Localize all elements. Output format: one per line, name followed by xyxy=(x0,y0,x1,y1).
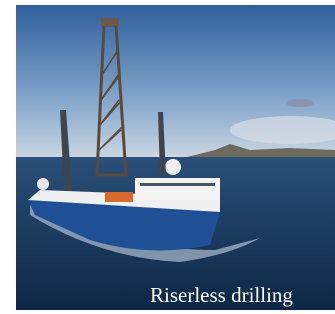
page: {"image": {"caption": "Riserless drillin… xyxy=(0,0,335,314)
scene xyxy=(16,5,335,310)
dome xyxy=(165,159,181,175)
cloud xyxy=(286,99,314,107)
dome xyxy=(37,178,49,190)
superstructure xyxy=(135,178,220,200)
photo: Riserless drilling xyxy=(0,0,335,314)
lifeboat xyxy=(105,192,133,202)
windows xyxy=(140,183,215,186)
crown xyxy=(101,18,119,26)
caption: Riserless drilling xyxy=(150,283,293,307)
